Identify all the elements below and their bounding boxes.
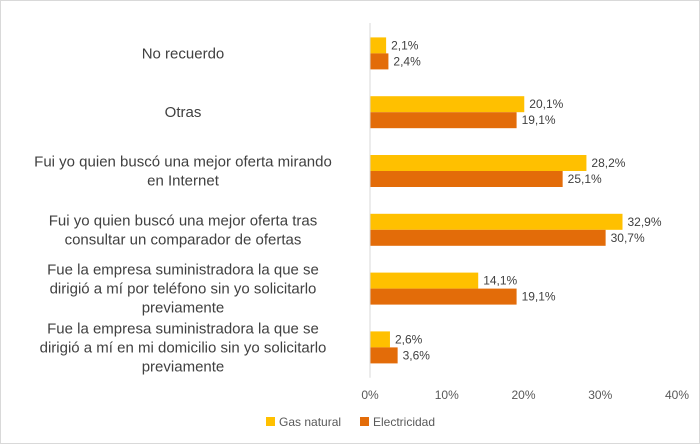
- bar-gas-natural: [370, 213, 623, 230]
- bar-gas-natural: [370, 331, 390, 348]
- data-label: 2,4%: [393, 54, 421, 68]
- category-label-line: Fue la empresa suministradora la que se: [47, 262, 319, 279]
- bar-electricidad: [370, 171, 563, 187]
- category-label: Otras: [165, 104, 202, 121]
- x-tick-label: 10%: [435, 388, 459, 402]
- legend-label: Electricidad: [373, 415, 435, 429]
- data-label: 20,1%: [529, 97, 563, 111]
- x-tick-label: 20%: [511, 388, 535, 402]
- bar-electricidad: [370, 53, 389, 70]
- data-label: 19,1%: [522, 113, 556, 127]
- data-label: 25,1%: [568, 172, 602, 186]
- x-axis-ticks: 0% 10% 20% 30% 40%: [361, 388, 689, 402]
- category-label-line: Fui yo quien buscó una mejor oferta tras: [49, 212, 317, 229]
- bar-gas-natural: [370, 37, 387, 54]
- legend-swatch: [266, 417, 275, 426]
- bar-electricidad: [370, 347, 398, 364]
- category-label: Fue la empresa suministradora la que se d…: [40, 320, 327, 375]
- data-label: 32,9%: [628, 215, 662, 229]
- bar-electricidad: [370, 229, 606, 246]
- category-label-line: No recuerdo: [142, 45, 225, 62]
- category-label-line: Otras: [165, 104, 202, 121]
- bars: [370, 37, 623, 364]
- category-label-line: dirigió a mí por teléfono sin yo solicit…: [50, 281, 317, 298]
- data-label: 28,2%: [591, 156, 625, 170]
- category-label: No recuerdo: [142, 45, 225, 62]
- data-label: 2,1%: [391, 38, 419, 52]
- data-label: 14,1%: [483, 274, 517, 288]
- data-label: 3,6%: [403, 348, 431, 362]
- legend-swatch: [360, 417, 369, 426]
- bar-gas-natural: [370, 155, 587, 171]
- category-label-line: previamente: [142, 300, 225, 317]
- category-label-line: dirigió a mí en mi domicilio sin yo soli…: [40, 339, 327, 356]
- category-label-line: previamente: [142, 358, 225, 375]
- bar-gas-natural: [370, 96, 525, 113]
- data-label: 30,7%: [611, 231, 645, 245]
- data-label: 2,6%: [395, 332, 423, 346]
- x-tick-label: 0%: [361, 388, 379, 402]
- category-label: Fue la empresa suministradora la que se d…: [47, 262, 319, 317]
- legend: Gas natural Electricidad: [266, 415, 435, 429]
- bar-electricidad: [370, 288, 517, 305]
- bar-gas-natural: [370, 272, 479, 289]
- bar-electricidad: [370, 112, 517, 129]
- x-tick-label: 30%: [588, 388, 612, 402]
- category-label-line: consultar un comparador de ofertas: [65, 231, 302, 248]
- data-label: 19,1%: [522, 290, 556, 304]
- category-label: Fui yo quien buscó una mejor oferta tras…: [49, 212, 317, 248]
- category-label-line: Fue la empresa suministradora la que se: [47, 320, 319, 337]
- category-labels: No recuerdo Otras Fui yo quien buscó una m…: [34, 45, 332, 375]
- legend-label: Gas natural: [279, 415, 341, 429]
- data-labels: 2,1% 2,4% 20,1% 19,1% 28,2% 25,1% 32,9% 30,7% 14…: [391, 38, 662, 362]
- category-label-line: en Internet: [147, 173, 220, 190]
- category-label-line: Fui yo quien buscó una mejor oferta mira…: [34, 154, 332, 171]
- category-label: Fui yo quien buscó una mejor oferta mira…: [34, 154, 332, 190]
- x-tick-label: 40%: [665, 388, 689, 402]
